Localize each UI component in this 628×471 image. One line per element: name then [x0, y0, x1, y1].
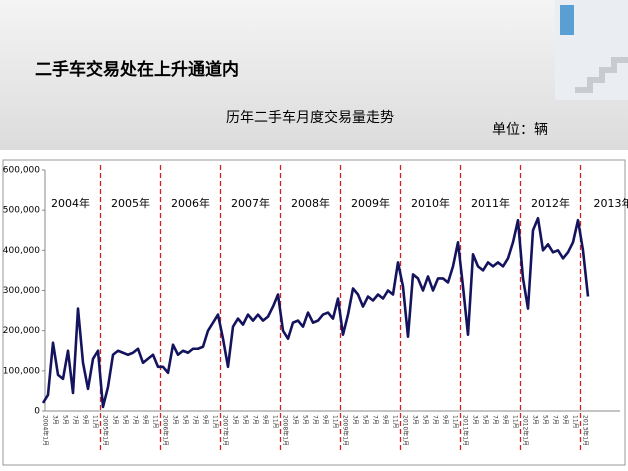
x-tick-label: 5月 [122, 415, 129, 425]
x-tick-label: 3月 [472, 415, 479, 425]
year-label: 2006年 [171, 196, 210, 210]
x-tick-label: 9月 [502, 415, 509, 425]
x-tick-label: 2013年1月 [582, 415, 590, 446]
x-tick-label: 7月 [432, 415, 439, 425]
x-tick-label: 9月 [382, 415, 389, 425]
year-label: 2009年 [351, 196, 390, 210]
x-tick-label: 9月 [142, 415, 149, 425]
x-tick-label: 2008年1月 [282, 415, 290, 446]
x-tick-label: 7月 [372, 415, 379, 425]
year-label: 2012年 [531, 196, 570, 210]
x-tick-label: 5月 [422, 415, 429, 425]
y-tick-label: 300,000 [3, 286, 40, 296]
unit-label: 单位：辆 [492, 122, 548, 138]
x-tick-label: 7月 [132, 415, 139, 425]
x-tick-label: 3月 [232, 415, 239, 425]
x-tick-label: 3月 [412, 415, 419, 425]
x-tick-label: 5月 [242, 415, 249, 425]
year-label: 2007年 [231, 196, 270, 210]
x-tick-label: 3月 [172, 415, 179, 425]
decoration [555, 0, 628, 100]
x-tick-label: 11月 [272, 415, 279, 429]
year-label: 2011年 [471, 196, 510, 210]
y-tick-label: 200,000 [3, 326, 40, 336]
y-tick-label: 600,000 [3, 166, 40, 176]
x-tick-label: 2004年1月 [42, 415, 50, 446]
x-tick-label: 9月 [322, 415, 329, 425]
x-tick-label: 2006年1月 [162, 415, 170, 446]
y-tick-label: 100,000 [3, 366, 40, 376]
x-tick-label: 5月 [482, 415, 489, 425]
year-label: 2008年 [291, 196, 330, 210]
year-label: 2013年 [594, 196, 628, 210]
x-tick-label: 7月 [72, 415, 79, 425]
slide-title: 二手车交易处在上升通道内 [35, 59, 239, 80]
x-tick-label: 9月 [562, 415, 569, 425]
y-tick-label: 400,000 [3, 246, 40, 256]
x-tick-label: 7月 [552, 415, 559, 425]
x-tick-label: 2012年1月 [522, 415, 530, 446]
x-tick-label: 2011年1月 [462, 415, 470, 446]
x-tick-label: 9月 [202, 415, 209, 425]
x-tick-label: 9月 [82, 415, 89, 425]
year-label: 2005年 [111, 196, 150, 210]
chart-title: 历年二手车月度交易量走势 [226, 109, 394, 126]
x-tick-label: 5月 [362, 415, 369, 425]
x-tick-label: 2007年1月 [222, 415, 230, 446]
x-tick-label: 3月 [352, 415, 359, 425]
x-tick-label: 3月 [292, 415, 299, 425]
x-tick-label: 2005年1月 [102, 415, 110, 446]
x-tick-label: 3月 [532, 415, 539, 425]
y-tick-label: 0 [34, 407, 40, 417]
x-tick-label: 9月 [442, 415, 449, 425]
year-label: 2010年 [411, 196, 450, 210]
x-tick-label: 11月 [92, 415, 99, 429]
x-tick-label: 5月 [62, 415, 69, 425]
x-tick-label: 7月 [492, 415, 499, 425]
x-tick-label: 5月 [302, 415, 309, 425]
year-label: 2004年 [51, 196, 90, 210]
x-tick-label: 5月 [542, 415, 549, 425]
x-tick-label: 11月 [572, 415, 579, 429]
x-tick-label: 3月 [112, 415, 119, 425]
x-tick-label: 11月 [212, 415, 219, 429]
x-tick-label: 3月 [52, 415, 59, 425]
x-tick-label: 11月 [392, 415, 399, 429]
x-tick-label: 5月 [182, 415, 189, 425]
x-tick-label: 7月 [312, 415, 319, 425]
x-tick-label: 7月 [192, 415, 199, 425]
x-tick-label: 11月 [332, 415, 339, 429]
x-tick-label: 2010年1月 [402, 415, 410, 446]
x-tick-label: 11月 [512, 415, 519, 429]
x-tick-label: 7月 [252, 415, 259, 425]
x-tick-label: 11月 [152, 415, 159, 429]
x-tick-label: 9月 [262, 415, 269, 425]
x-tick-label: 11月 [452, 415, 459, 429]
x-tick-label: 2009年1月 [342, 415, 350, 446]
y-tick-label: 500,000 [3, 206, 40, 216]
